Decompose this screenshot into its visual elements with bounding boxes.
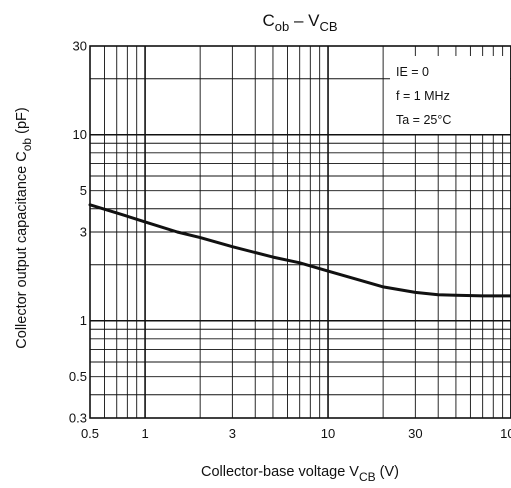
condition-ie: IE = 0: [396, 65, 429, 79]
chart-title: Cob – VCB: [262, 11, 337, 34]
y-tick-label: 3: [80, 225, 87, 240]
x-tick-label: 0.5: [81, 426, 99, 441]
series-layer: [88, 203, 511, 298]
x-tick-label: 30: [408, 426, 422, 441]
y-axis-label: Collector output capacitance Cob (pF): [14, 107, 34, 348]
conditions-box: [390, 56, 510, 134]
condition-ta: Ta = 25°C: [396, 113, 451, 127]
x-axis-label: Collector-base voltage VCB (V): [201, 464, 399, 484]
x-tick-label: 100: [500, 426, 511, 441]
x-tick-label: 3: [229, 426, 236, 441]
condition-f: f = 1 MHz: [396, 89, 450, 103]
x-tick-label: 10: [321, 426, 335, 441]
y-tick-label: 5: [80, 183, 87, 198]
x-tick-label: 1: [141, 426, 148, 441]
series-line: [88, 203, 511, 298]
plot-frame: [89, 45, 511, 419]
major-grid: [90, 46, 511, 418]
y-tick-label: 10: [73, 127, 87, 142]
y-tick-label: 1: [80, 313, 87, 328]
y-tick-label: 30: [73, 39, 87, 54]
y-tick-label: 0.3: [69, 411, 87, 426]
y-tick-label: 0.5: [69, 369, 87, 384]
